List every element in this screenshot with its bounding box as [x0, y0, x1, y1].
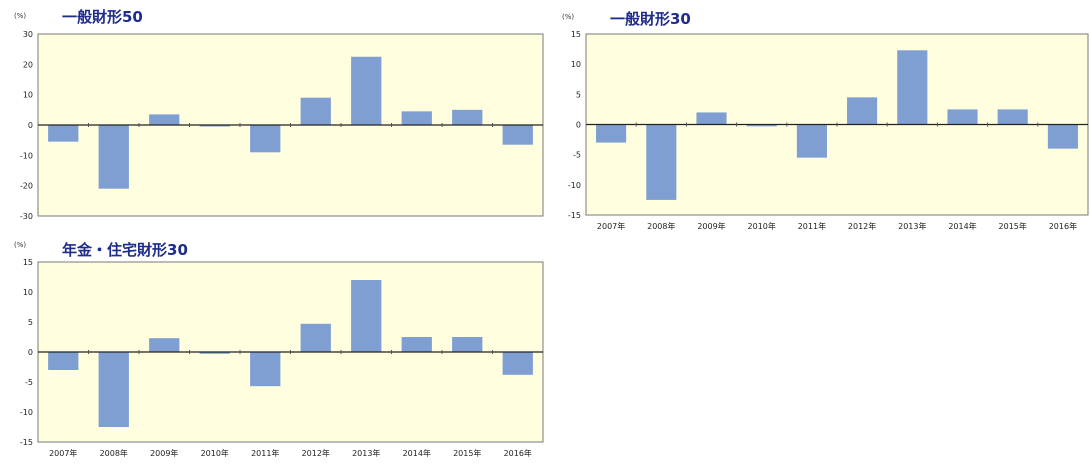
- bar-2013年: [351, 280, 382, 352]
- x-tick-label: 2007年: [49, 448, 77, 458]
- x-tick-label: 2010年: [748, 221, 776, 231]
- bar-2012年: [300, 323, 331, 352]
- y-tick-label: 10: [571, 60, 581, 69]
- bar-2008年: [98, 352, 129, 427]
- unit-label: (%): [14, 12, 26, 20]
- bar-2009年: [696, 112, 727, 125]
- x-tick-label: 2012年: [302, 448, 330, 458]
- x-tick-label: 2016年: [1049, 221, 1077, 231]
- bar-2009年: [149, 338, 180, 352]
- y-tick-label: -15: [20, 438, 33, 447]
- bar-2016年: [1047, 124, 1078, 149]
- x-tick-label: 2014年: [948, 221, 976, 231]
- y-tick-label: -20: [20, 182, 33, 191]
- chart-title: 年金・住宅財形30: [62, 241, 188, 259]
- bar-2010年: [199, 125, 230, 127]
- bar-2012年: [300, 97, 331, 125]
- bar-2013年: [351, 56, 382, 125]
- chart-nenkin-jutaku-zaikei-30: (%) 年金・住宅財形30 15 10 5 0 -5 -10 -15 2007年 2008年 2009…: [0, 234, 545, 466]
- y-tick-label: -10: [20, 151, 33, 160]
- x-tick-label: 2008年: [647, 221, 675, 231]
- y-tick-label: 20: [23, 60, 33, 69]
- chart-ippan-zaikei-50: (%) 一般財形50 30 20 10 0 -10 -20 -30: [0, 0, 545, 222]
- chart-title: 一般財形30: [610, 10, 691, 28]
- x-tick-label: 2013年: [352, 448, 380, 458]
- chart-title: 一般財形50: [62, 8, 143, 26]
- y-tick-label: 5: [28, 318, 33, 327]
- x-tick-label: 2015年: [453, 448, 481, 458]
- y-tick-label: 0: [28, 121, 33, 130]
- chart-svg: (%) 年金・住宅財形30 15 10 5 0 -5 -10 -15 2007年 2008年 2009…: [14, 241, 544, 458]
- bar-2007年: [48, 352, 79, 370]
- bar-2015年: [452, 337, 483, 352]
- bar-2011年: [796, 124, 827, 158]
- x-tick-label: 2011年: [251, 448, 279, 458]
- bar-2014年: [947, 109, 978, 125]
- x-tick-label: 2013年: [898, 221, 926, 231]
- x-tick-label: 2015年: [999, 221, 1027, 231]
- bar-2013年: [897, 50, 928, 125]
- y-tick-label: 30: [23, 30, 33, 39]
- x-tick-label: 2009年: [150, 448, 178, 458]
- bar-2009年: [149, 114, 180, 125]
- bar-2007年: [48, 125, 79, 142]
- x-tick-label: 2016年: [504, 448, 532, 458]
- bar-2011年: [250, 125, 281, 153]
- y-tick-label: 0: [28, 348, 33, 357]
- x-tick-label: 2011年: [798, 221, 826, 231]
- unit-label: (%): [14, 241, 26, 249]
- bar-2010年: [746, 124, 777, 127]
- y-tick-label: -15: [568, 211, 581, 220]
- bar-2010年: [199, 352, 230, 354]
- bar-2008年: [98, 125, 129, 189]
- bar-2015年: [452, 109, 483, 125]
- y-tick-label: -5: [573, 151, 581, 160]
- bar-2016年: [502, 352, 533, 375]
- bar-2016年: [502, 125, 533, 145]
- bar-2012年: [847, 97, 878, 125]
- x-tick-label: 2009年: [697, 221, 725, 231]
- chart-svg: (%) 一般財形30 15 10 5 0 -5 -10 -15 2007年 2008年 2009年 20…: [562, 10, 1089, 231]
- y-tick-label: -30: [20, 212, 33, 221]
- chart-svg: (%) 一般財形50 30 20 10 0 -10 -20 -30: [14, 8, 544, 221]
- x-tick-label: 2008年: [100, 448, 128, 458]
- y-tick-label: 10: [23, 91, 33, 100]
- unit-label: (%): [562, 13, 574, 21]
- bar-2008年: [646, 124, 677, 200]
- bar-2007年: [596, 124, 627, 143]
- y-tick-label: -10: [20, 408, 33, 417]
- chart-ippan-zaikei-30: (%) 一般財形30 15 10 5 0 -5 -10 -15 2007年 2008年 2009年 20…: [548, 0, 1090, 265]
- y-tick-label: 10: [23, 288, 33, 297]
- y-tick-label: 15: [571, 30, 581, 39]
- bar-2011年: [250, 352, 281, 387]
- y-tick-label: 15: [23, 258, 33, 267]
- x-tick-label: 2007年: [597, 221, 625, 231]
- x-tick-label: 2012年: [848, 221, 876, 231]
- x-tick-label: 2010年: [201, 448, 229, 458]
- y-tick-label: -10: [568, 181, 581, 190]
- bar-2015年: [997, 109, 1028, 125]
- bar-2014年: [401, 337, 432, 352]
- y-tick-label: 5: [576, 90, 581, 99]
- x-tick-label: 2014年: [403, 448, 431, 458]
- bar-2014年: [401, 111, 432, 125]
- y-tick-label: 0: [576, 121, 581, 130]
- y-tick-label: -5: [25, 378, 33, 387]
